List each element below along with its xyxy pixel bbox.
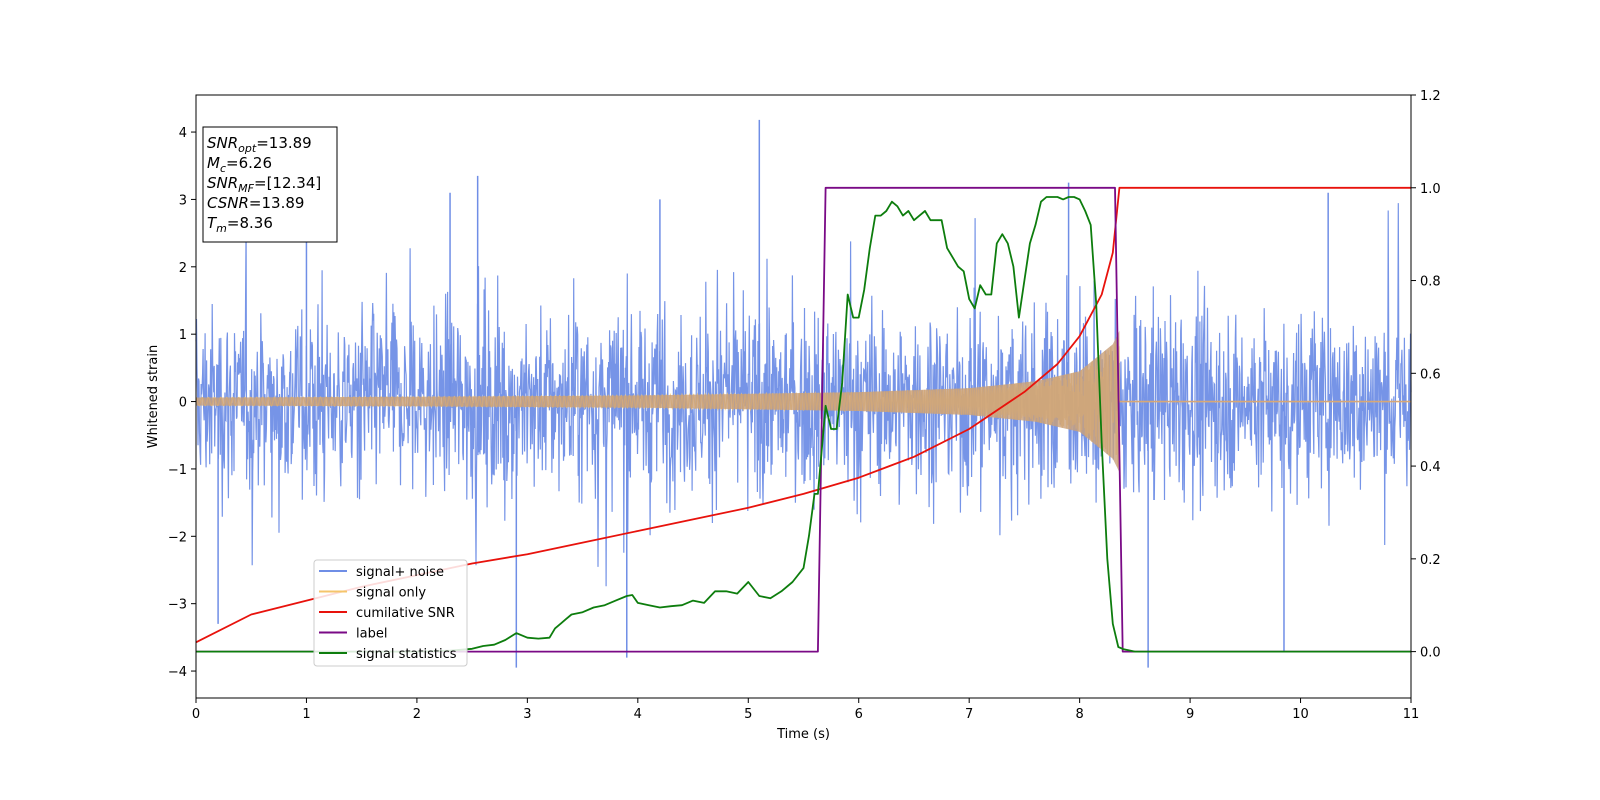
legend-entry-label: label (356, 627, 387, 642)
x-tick-label: 4 (634, 707, 642, 722)
y2-tick-label: 0.4 (1420, 460, 1441, 475)
x-tick-label: 8 (1075, 707, 1083, 722)
plot-frame (195, 94, 1412, 699)
noise-series-layer (195, 119, 1412, 668)
info-line-subscript: c (220, 162, 226, 175)
x-tick-label: 2 (413, 707, 421, 722)
info-line-value: =13.89 (249, 194, 305, 212)
axes-layer: 0 1 2 3 4 5 6 7 8 9 10 11 −4 −3 −2 −1 0 1 2 3 4 0.0 0.2 0.4 0.6 0… (168, 89, 1441, 722)
y-axis-label: Whitened strain (146, 345, 161, 448)
info-line-subscript: m (216, 222, 227, 235)
legend-frame (313, 559, 468, 667)
info-box: SNRopt=13.89Mc=6.26SNRMF=[12.34]CSNR=13.… (202, 126, 338, 243)
info-line-value: =8.36 (227, 214, 273, 232)
legend-entry-label: signal statistics (356, 647, 457, 662)
x-tick-label: 10 (1292, 707, 1309, 722)
y2-tick-label: 0.6 (1420, 367, 1441, 382)
info-line-name: T (207, 214, 218, 232)
info-line: SNRMF=[12.34] (207, 174, 321, 195)
signal-envelope (196, 330, 1120, 473)
info-line: Mc=6.26 (207, 154, 272, 175)
y-tick-label: −4 (168, 665, 187, 680)
series-signal-noise (195, 203, 1412, 587)
x-tick-label: 6 (855, 707, 863, 722)
legend-entry-label: signal only (356, 586, 426, 601)
signal-series-layer (195, 330, 1411, 473)
y-tick-label: 2 (179, 261, 187, 276)
y2-tick-label: 0.0 (1420, 646, 1441, 661)
y-tick-label: 0 (179, 396, 187, 411)
y-tick-label: 1 (179, 328, 187, 343)
legend: signal+ noise signal only cumilative SNR la… (313, 559, 468, 667)
info-line: SNRopt=13.89 (207, 134, 312, 155)
legend-entry-label: cumilative SNR (356, 606, 455, 621)
x-tick-label: 7 (965, 707, 973, 722)
info-line-subscript: opt (238, 142, 257, 155)
y2-tick-label: 0.2 (1420, 553, 1441, 568)
y2-tick-label: 1.2 (1420, 89, 1441, 104)
y-tick-label: 4 (179, 126, 187, 141)
info-line: CSNR=13.89 (207, 194, 304, 212)
info-line: Tm=8.36 (207, 214, 273, 235)
y2-tick-label: 1.0 (1420, 182, 1441, 197)
y-tick-label: −3 (168, 598, 187, 613)
info-line-name: M (207, 154, 220, 172)
x-tick-label: 3 (523, 707, 531, 722)
y-tick-label: −1 (168, 463, 187, 478)
x-axis-label: Time (s) (776, 727, 830, 742)
info-line-subscript: MF (238, 182, 254, 195)
info-box-frame (202, 126, 338, 243)
x-tick-label: 11 (1403, 707, 1420, 722)
series-signal-statistics (196, 196, 1411, 653)
info-line-value: =6.26 (226, 154, 272, 172)
y2-tick-label: 0.8 (1420, 275, 1441, 290)
info-line-value: =[12.34] (254, 174, 321, 192)
info-line-name: SNR (207, 134, 238, 152)
info-line-name: CSNR (207, 194, 249, 212)
y-tick-label: 3 (179, 193, 187, 208)
legend-entry-label: signal+ noise (356, 565, 444, 580)
info-line-value: =13.89 (256, 134, 312, 152)
x-tick-label: 1 (302, 707, 310, 722)
x-tick-label: 5 (744, 707, 752, 722)
x-tick-label: 0 (192, 707, 200, 722)
y-tick-label: −2 (168, 530, 187, 545)
info-line-name: SNR (207, 174, 238, 192)
x-tick-label: 9 (1186, 707, 1194, 722)
